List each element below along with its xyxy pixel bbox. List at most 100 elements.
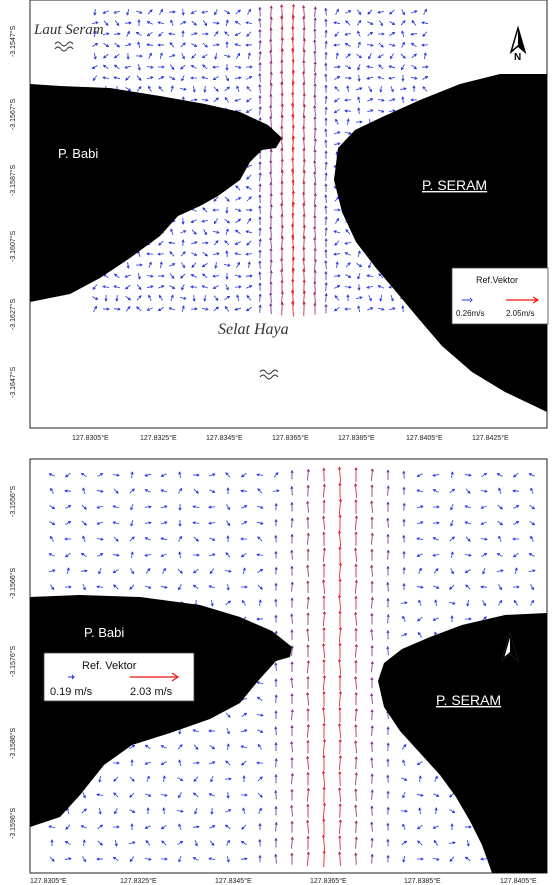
current-vector-arrowhead (157, 43, 161, 47)
current-vector-arrowhead (168, 307, 172, 311)
current-vector-arrowhead (392, 43, 396, 47)
current-vector-arrow (113, 776, 119, 782)
current-vector-arrowhead (306, 548, 310, 552)
current-vector-arrow (334, 295, 340, 301)
current-vector-arrowhead (357, 67, 361, 71)
current-vector-arrow (256, 714, 264, 716)
current-vector-arrowhead (421, 43, 425, 47)
current-vector-arrowhead (48, 825, 52, 829)
current-vector-arrow (366, 285, 374, 289)
current-vector-arrowhead (169, 41, 173, 46)
current-vector-arrowhead (144, 489, 148, 492)
current-vector-arrowhead (258, 271, 262, 275)
current-vector-arrowhead (258, 293, 262, 297)
current-vector-arrowhead (401, 96, 405, 100)
current-vector-arrowhead (466, 843, 470, 847)
current-vector-arrow (323, 739, 325, 755)
current-vector-arrow (210, 776, 214, 782)
current-vector-arrow (334, 86, 340, 92)
current-vector-arrowhead (226, 587, 230, 591)
current-vector-arrow (334, 76, 340, 80)
current-vector-arrowhead (516, 521, 520, 524)
current-vector-arrow (92, 65, 98, 69)
current-vector-arrow (325, 293, 327, 303)
current-vector-arrowhead (306, 755, 310, 759)
current-vector-arrowhead (144, 537, 148, 541)
current-vector-arrowhead (158, 294, 162, 299)
current-vector-arrowhead (418, 807, 422, 811)
current-vector-arrow (355, 740, 357, 754)
current-vector-arrowhead (436, 794, 440, 797)
current-vector-arrowhead (160, 474, 164, 477)
current-vector-arrowhead (416, 762, 420, 765)
current-vector-arrowhead (205, 307, 209, 311)
current-vector-arrow (323, 516, 325, 530)
current-vector-arrowhead (354, 467, 358, 471)
current-vector-arrowhead (183, 87, 187, 91)
current-vector-arrow (417, 505, 423, 509)
current-vector-arrow (465, 569, 471, 573)
current-vector-arrowhead (130, 523, 134, 527)
current-vector-arrow (390, 295, 394, 301)
current-vector-arrow (334, 306, 340, 312)
current-vector-arrowhead (324, 128, 328, 132)
current-vector-arrowhead (414, 10, 418, 14)
current-vector-arrowhead (180, 841, 184, 844)
current-vector-arrow (169, 285, 175, 289)
current-vector-arrowhead (432, 537, 436, 540)
current-vector-arrowhead (450, 523, 454, 527)
current-vector-arrow (358, 74, 360, 82)
current-vector-arrow (333, 143, 341, 145)
current-vector-arrow (81, 520, 87, 526)
current-vector-arrowhead (245, 43, 249, 47)
current-vector-arrow (270, 17, 272, 29)
current-vector-arrow (82, 856, 86, 862)
current-vector-arrowhead (531, 522, 536, 526)
current-vector-arrowhead (322, 738, 326, 742)
current-vector-arrowhead (450, 551, 454, 555)
current-vector-arrow (303, 38, 305, 52)
current-vector-arrowhead (160, 489, 164, 493)
current-vector-arrowhead (354, 499, 358, 503)
current-vector-arrowhead (274, 710, 278, 714)
current-vector-arrowhead (248, 217, 252, 222)
current-vector-arrowhead (202, 273, 206, 277)
current-vector-arrowhead (190, 285, 194, 289)
north-arrow-icon (501, 632, 519, 662)
current-vector-arrowhead (290, 772, 294, 777)
current-vector-arrowhead (280, 202, 284, 206)
current-vector-arrowhead (468, 617, 472, 621)
current-vector-arrowhead (212, 274, 216, 278)
current-vector-arrowhead (112, 570, 116, 573)
current-vector-arrow (81, 504, 87, 510)
current-vector-arrow (169, 42, 175, 48)
current-vector-arrowhead (389, 11, 393, 15)
current-vector-arrowhead (276, 489, 280, 493)
current-vector-arrowhead (322, 531, 326, 535)
current-vector-arrowhead (280, 48, 284, 52)
current-vector-arrowhead (227, 522, 231, 527)
current-vector-arrow (314, 226, 316, 238)
current-vector-arrow (145, 568, 151, 574)
current-vector-arrowhead (65, 826, 69, 830)
current-vector-arrow (161, 745, 167, 749)
current-vector-arrow (125, 306, 131, 312)
current-vector-arrow (344, 241, 352, 245)
current-vector-arrow (113, 33, 121, 35)
x-axis-ticks: 127.8305°E 127.8325°E 127.8345°E 127.836… (30, 877, 537, 885)
current-vector-arrow (259, 106, 261, 116)
current-vector-arrowhead (236, 294, 240, 298)
current-vector-arrowhead (377, 285, 381, 289)
current-vector-arrowhead (291, 36, 295, 40)
current-vector-arrow (125, 274, 131, 278)
current-vector-arrowhead (181, 305, 185, 309)
current-vector-arrowhead (161, 274, 165, 278)
current-vector-arrowhead (324, 62, 328, 66)
current-vector-arrowhead (354, 579, 358, 583)
current-vector-arrowhead (324, 40, 328, 44)
current-vector-arrowhead (386, 485, 390, 489)
current-vector-arrowhead (240, 554, 245, 558)
current-vector-arrowhead (181, 287, 184, 291)
current-vector-arrowhead (243, 712, 248, 716)
current-vector-arrowhead (258, 227, 262, 231)
